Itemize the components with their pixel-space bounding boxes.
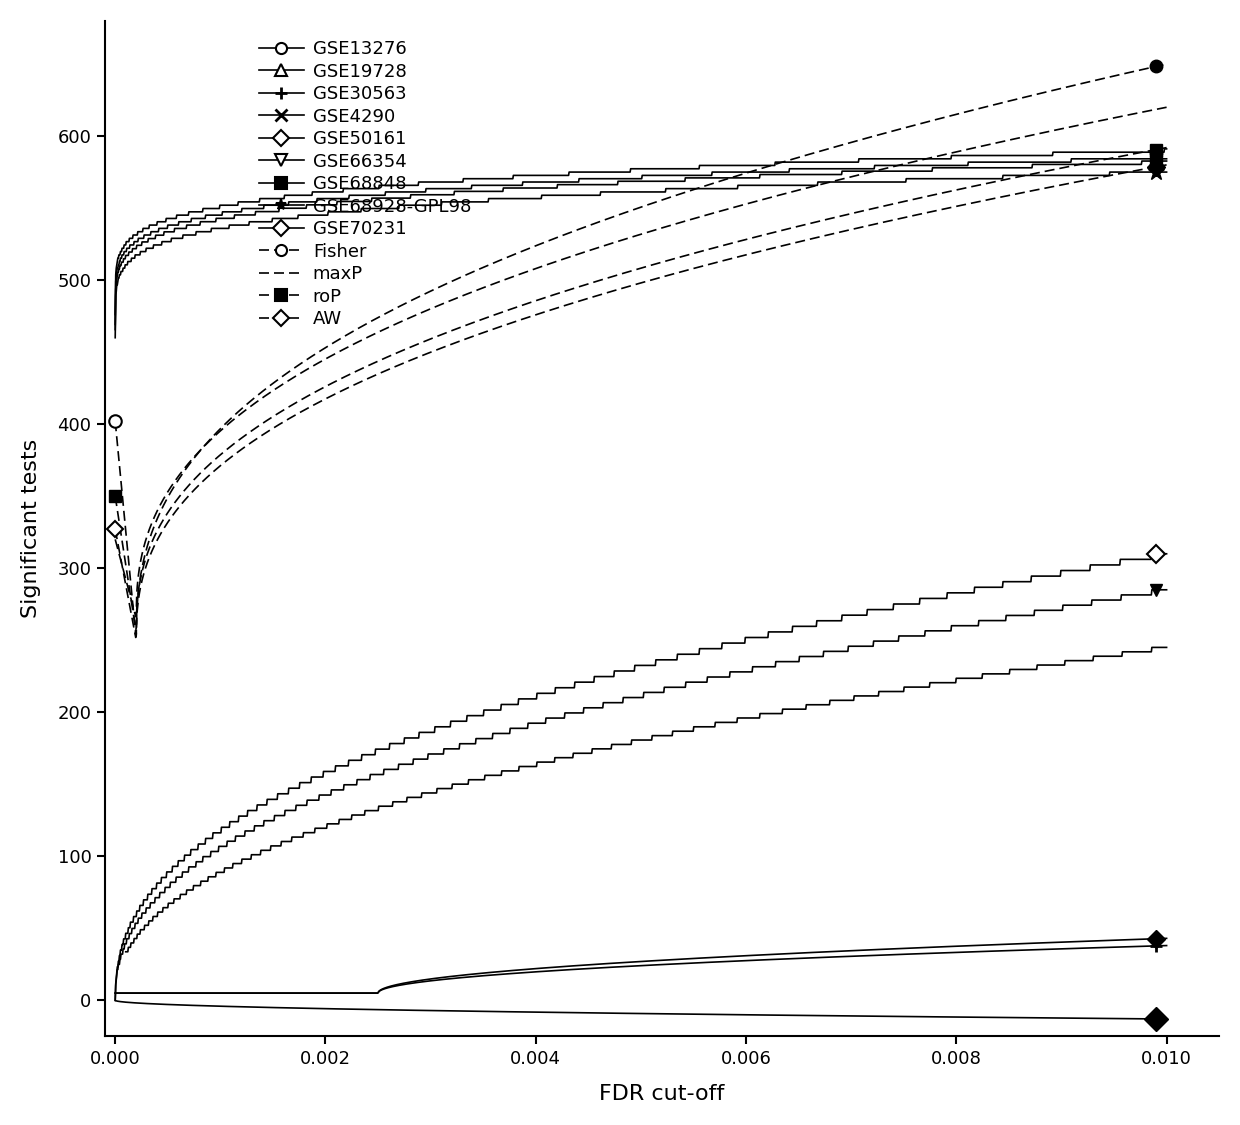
Y-axis label: Significant tests: Significant tests xyxy=(21,439,41,619)
Legend: GSE13276, GSE19728, GSE30563, GSE4290, GSE50161, GSE66354, GSE68848, GSE68928-GP: GSE13276, GSE19728, GSE30563, GSE4290, G… xyxy=(259,40,471,328)
X-axis label: FDR cut-off: FDR cut-off xyxy=(599,1084,724,1104)
